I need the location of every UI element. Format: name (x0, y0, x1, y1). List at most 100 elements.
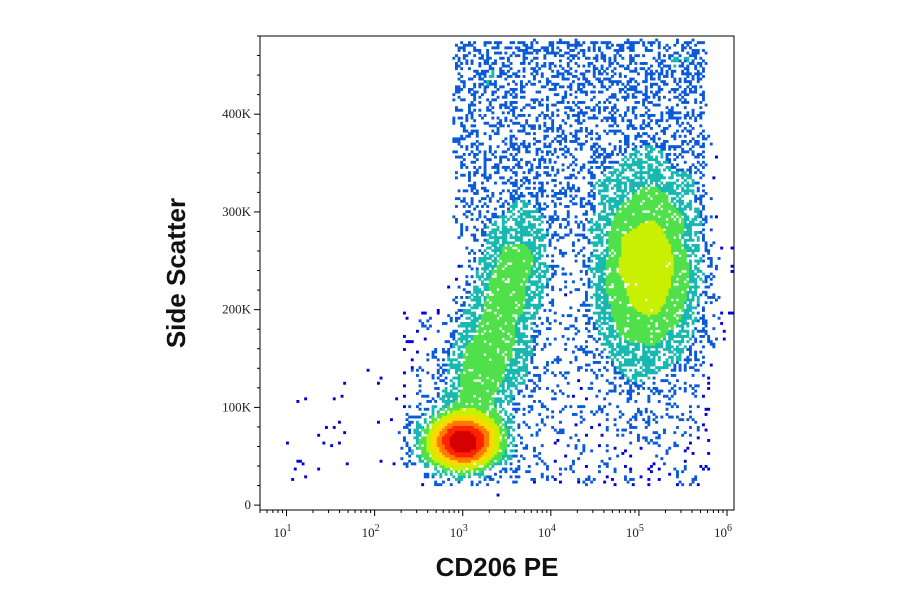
event-point (504, 420, 508, 424)
event-point (611, 212, 614, 216)
event-point (600, 342, 604, 346)
event-point (673, 59, 677, 63)
event-point (517, 407, 521, 411)
event-point (556, 75, 560, 78)
event-point (442, 358, 445, 362)
event-point (631, 358, 635, 362)
event-point (561, 251, 565, 255)
event-point (652, 95, 656, 99)
event-point (559, 480, 562, 484)
event-point (455, 329, 458, 333)
event-point (660, 340, 664, 344)
event-point (564, 251, 568, 255)
event-point (538, 301, 542, 305)
event-point (530, 127, 534, 130)
event-point (600, 264, 604, 268)
event-point (551, 303, 555, 307)
event-point (579, 147, 583, 151)
event-point (452, 137, 456, 141)
event-point (631, 483, 635, 487)
event-point (546, 228, 549, 232)
event-point (499, 160, 503, 164)
event-point (546, 467, 549, 471)
event-point (689, 350, 692, 354)
event-point (470, 327, 474, 331)
event-point (720, 322, 724, 325)
event-point (496, 241, 500, 245)
event-point (457, 56, 461, 60)
event-point (509, 129, 513, 133)
event-point (613, 483, 617, 487)
event-point (564, 467, 568, 471)
event-point (603, 160, 607, 164)
event-point (605, 238, 609, 242)
event-point (525, 215, 529, 219)
event-point (481, 306, 484, 310)
event-point (655, 132, 659, 136)
event-point (712, 342, 716, 346)
event-point (530, 46, 534, 50)
event-point (527, 465, 531, 468)
event-point (582, 259, 586, 263)
event-point (462, 127, 466, 130)
event-point (483, 153, 487, 156)
event-point (611, 129, 614, 133)
event-point (626, 119, 630, 123)
event-point (652, 350, 656, 354)
event-point (655, 166, 659, 169)
event-point (577, 405, 581, 409)
event-point (507, 210, 510, 214)
event-point (624, 67, 627, 71)
event-point (579, 303, 583, 307)
event-point (514, 106, 518, 110)
event-point (689, 358, 692, 362)
event-point (514, 88, 518, 91)
event-point (517, 145, 521, 149)
event-point (704, 301, 708, 305)
event-point (678, 329, 682, 333)
event-point (642, 43, 646, 47)
event-point (603, 116, 607, 120)
event-point (652, 137, 656, 141)
event-point (509, 168, 513, 172)
event-point (543, 262, 547, 266)
event-point (650, 49, 653, 52)
event-point (605, 368, 609, 372)
event-point (566, 85, 570, 89)
event-point (543, 215, 547, 219)
event-point (681, 348, 685, 351)
event-point (702, 236, 705, 240)
event-point (499, 410, 503, 414)
event-point (403, 436, 406, 440)
event-point (514, 387, 518, 390)
event-point (520, 337, 523, 341)
event-point (447, 392, 451, 396)
event-point (676, 322, 679, 325)
event-point (618, 150, 622, 154)
event-point (423, 462, 427, 466)
event-point (652, 355, 656, 359)
event-point (704, 103, 708, 107)
event-point (670, 134, 674, 138)
event-point (530, 233, 534, 237)
event-point (499, 119, 503, 123)
event-point (514, 179, 518, 182)
event-point (514, 95, 518, 99)
event-point (465, 337, 469, 341)
event-point (577, 106, 581, 110)
event-point (572, 197, 575, 201)
event-point (657, 168, 661, 172)
event-point (694, 233, 698, 237)
event-point (416, 405, 419, 409)
event-point (481, 142, 484, 146)
event-point (595, 220, 599, 224)
event-point (572, 101, 575, 104)
event-point (481, 275, 484, 279)
event-point (665, 127, 669, 130)
event-point (670, 329, 674, 333)
event-point (457, 324, 461, 328)
event-point (473, 335, 477, 338)
event-point (504, 410, 508, 414)
event-point (527, 186, 531, 190)
event-point (481, 220, 484, 224)
